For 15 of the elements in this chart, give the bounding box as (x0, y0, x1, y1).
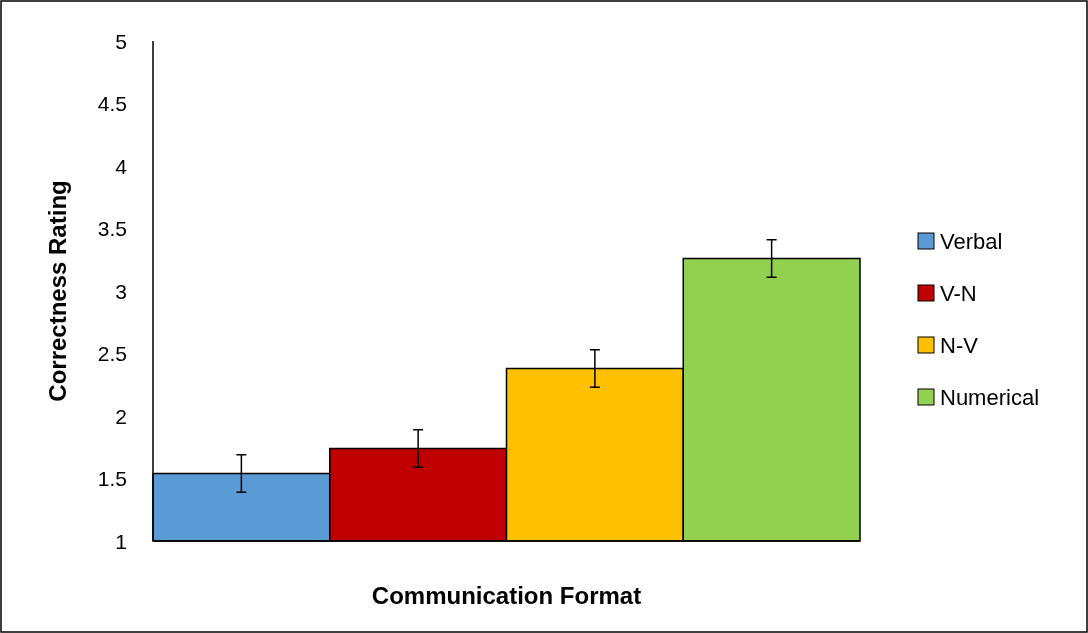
y-tick-label: 1 (115, 529, 127, 553)
y-tick-label: 3.5 (97, 217, 127, 240)
y-tick-label: 5 (115, 29, 127, 53)
legend-label: Numerical (940, 384, 1040, 410)
legend-label: N-V (940, 332, 979, 358)
y-tick-label: 4.5 (97, 92, 127, 115)
legend-label: V-N (940, 280, 977, 306)
x-axis-title: Communication Format (371, 582, 642, 609)
y-tick-label: 1.5 (97, 467, 127, 490)
y-axis-title: Correctness Rating (44, 180, 71, 402)
y-tick-label: 2.5 (97, 342, 127, 365)
y-tick-label: 2 (115, 404, 127, 428)
y-tick-label: 3 (115, 279, 127, 303)
y-tick-label: 4 (115, 154, 128, 178)
legend-label: Verbal (940, 228, 1003, 254)
